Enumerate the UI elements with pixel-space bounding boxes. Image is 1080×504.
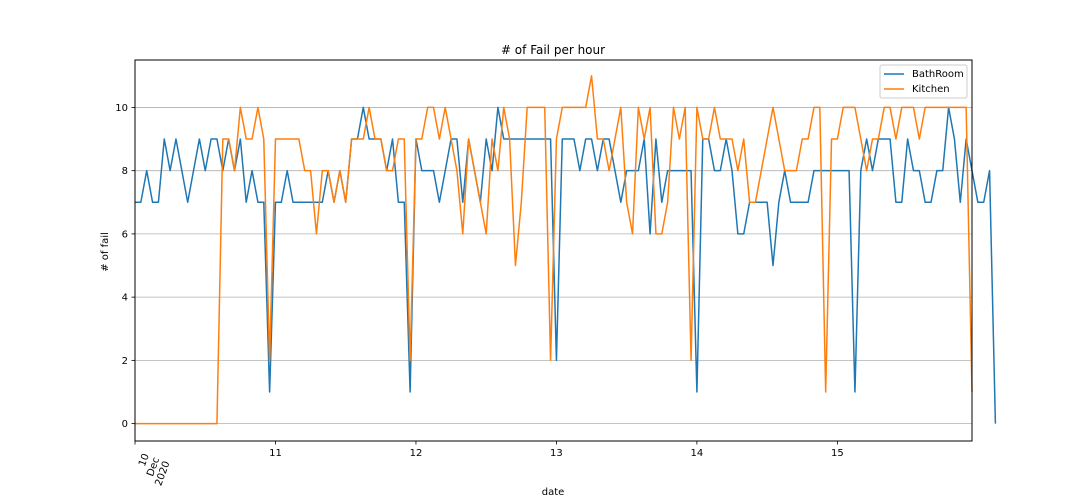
x-tick-label: 15 bbox=[831, 448, 844, 459]
legend: BathRoom Kitchen bbox=[879, 64, 968, 99]
y-axis-label: # of fail bbox=[100, 232, 111, 272]
x-tick-label: 14 bbox=[691, 448, 704, 459]
y-tick-label: 2 bbox=[122, 356, 128, 367]
x-axis-label: date bbox=[542, 487, 565, 498]
plot-frame bbox=[134, 59, 973, 442]
x-tick-label: 10Dec2020 bbox=[133, 452, 173, 487]
y-tick-label: 10 bbox=[115, 103, 128, 114]
y-tick-label: 6 bbox=[122, 229, 128, 240]
legend-label-kitchen: Kitchen bbox=[912, 84, 950, 95]
legend-label-bathroom: BathRoom bbox=[912, 69, 964, 80]
series-lines bbox=[135, 75, 997, 425]
chart-title: # of Fail per hour bbox=[501, 43, 605, 57]
x-tick-label: 13 bbox=[550, 448, 563, 459]
x-tick-label-line: 10 bbox=[137, 452, 152, 468]
series-line-kitchen bbox=[135, 75, 973, 425]
series-line-bathroom bbox=[135, 106, 997, 424]
x-axis-ticks: 10Dec2020 11 12 13 14 15 bbox=[133, 441, 844, 487]
y-axis-ticks: 0 2 4 6 8 10 bbox=[115, 103, 135, 430]
y-tick-label: 0 bbox=[122, 419, 128, 430]
x-tick-label: 11 bbox=[269, 448, 282, 459]
x-tick-label: 12 bbox=[410, 448, 423, 459]
y-tick-label: 4 bbox=[122, 293, 128, 304]
y-tick-label: 8 bbox=[122, 166, 128, 177]
